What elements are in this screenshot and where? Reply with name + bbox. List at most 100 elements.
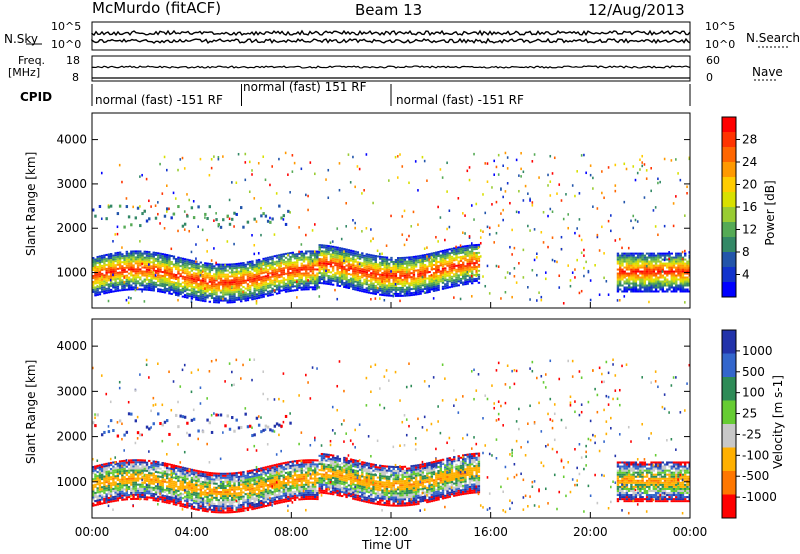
heatmap-cell: [331, 269, 335, 272]
heatmap-cell: [237, 296, 241, 299]
heatmap-cell: [426, 255, 428, 258]
heatmap-cell: [210, 277, 214, 280]
heatmap-cell: [670, 284, 673, 287]
heatmap-cell: [589, 164, 592, 167]
heatmap-cell: [92, 504, 95, 507]
heatmap-cell: [163, 420, 167, 424]
heatmap-cell: [641, 272, 644, 275]
heatmap-cell: [224, 297, 227, 300]
heatmap-cell: [188, 263, 191, 266]
heatmap-cell: [450, 283, 454, 286]
heatmap-cell: [188, 285, 191, 288]
heatmap-cell: [616, 262, 620, 265]
heatmap-cell: [181, 265, 185, 268]
heatmap-cell: [168, 463, 171, 466]
heatmap-cell: [343, 285, 346, 288]
heatmap-cell: [159, 266, 162, 269]
heatmap-cell: [161, 439, 164, 443]
heatmap-cell: [302, 252, 306, 255]
heatmap-cell: [634, 264, 638, 267]
heatmap-cell: [190, 277, 194, 280]
heatmap-cell: [282, 259, 286, 262]
heatmap-cell: [183, 258, 187, 261]
heatmap-cell: [100, 254, 104, 257]
heatmap-cell: [215, 291, 218, 294]
heatmap-cell: [92, 261, 95, 264]
heatmap-cell: [657, 286, 660, 289]
heatmap-cell: [365, 287, 368, 290]
heatmap-cell: [627, 246, 630, 250]
heatmap-cell: [367, 289, 371, 292]
heatmap-cell: [468, 252, 472, 255]
heatmap-cell: [403, 262, 407, 265]
heatmap-cell: [174, 471, 178, 474]
heatmap-cell: [466, 260, 469, 263]
heatmap-cell: [405, 282, 409, 285]
heatmap-cell: [201, 297, 205, 300]
heatmap-cell: [157, 264, 160, 267]
heatmap-cell: [636, 288, 640, 291]
heatmap-cell: [428, 282, 431, 285]
heatmap-cell: [114, 258, 117, 261]
heatmap-cell: [166, 281, 169, 284]
heatmap-cell: [379, 285, 382, 288]
heatmap-cell: [293, 267, 297, 270]
heatmap-cell: [681, 278, 685, 281]
heatmap-cell: [188, 281, 191, 284]
nsky-tick-top: 10^5: [51, 20, 82, 33]
heatmap-cell: [130, 280, 133, 283]
heatmap-cell: [625, 254, 629, 257]
heatmap-cell: [260, 262, 263, 265]
heatmap-cell: [314, 278, 317, 281]
heatmap-cell: [170, 263, 173, 265]
heatmap-cell: [233, 281, 236, 284]
heatmap-cell: [636, 278, 640, 281]
heatmap-cell: [340, 275, 344, 278]
heatmap-cell: [215, 218, 218, 222]
heatmap-cell: [670, 274, 673, 277]
heatmap-cell: [248, 284, 252, 287]
heatmap-cell: [672, 282, 676, 285]
heatmap-cell: [289, 191, 291, 194]
heatmap-cell: [419, 280, 422, 283]
heatmap-cell: [396, 155, 399, 158]
heatmap-cell: [412, 293, 416, 296]
heatmap-cell: [224, 267, 227, 270]
heatmap-cell: [453, 285, 456, 288]
heatmap-cell: [675, 276, 678, 279]
heatmap-cell: [401, 264, 404, 267]
heatmap-cell: [621, 260, 624, 263]
heatmap-cell: [448, 209, 451, 212]
heatmap-cell: [150, 409, 152, 413]
heatmap-cell: [410, 292, 413, 295]
heatmap-cell: [174, 260, 178, 263]
heatmap-cell: [94, 292, 97, 295]
heatmap-cell: [444, 253, 447, 256]
heatmap-cell: [500, 212, 502, 215]
heatmap-cell: [168, 276, 171, 279]
heatmap-cell: [661, 270, 664, 273]
heatmap-cell: [98, 277, 102, 280]
heatmap-cell: [630, 256, 633, 259]
heatmap-cell: [636, 266, 640, 269]
heatmap-cell: [107, 299, 110, 303]
heatmap-cell: [311, 254, 315, 257]
heatmap-cell: [231, 263, 234, 266]
heatmap-cell: [127, 215, 131, 219]
heatmap-cell: [473, 244, 476, 247]
heatmap-cell: [242, 225, 245, 229]
heatmap-cell: [94, 475, 97, 478]
heatmap-cell: [403, 266, 407, 269]
heatmap-cell: [282, 285, 286, 288]
heatmap-cell: [681, 288, 685, 291]
heatmap-cell: [237, 280, 241, 283]
heatmap-cell: [334, 262, 337, 265]
heatmap-cell: [520, 151, 522, 155]
heatmap-cell: [338, 265, 342, 268]
heatmap-cell: [246, 277, 250, 280]
heatmap-cell: [201, 287, 205, 290]
heatmap-cell: [152, 255, 155, 258]
heatmap-cell: [136, 270, 140, 273]
heatmap-cell: [116, 253, 120, 256]
heatmap-cell: [625, 260, 629, 263]
